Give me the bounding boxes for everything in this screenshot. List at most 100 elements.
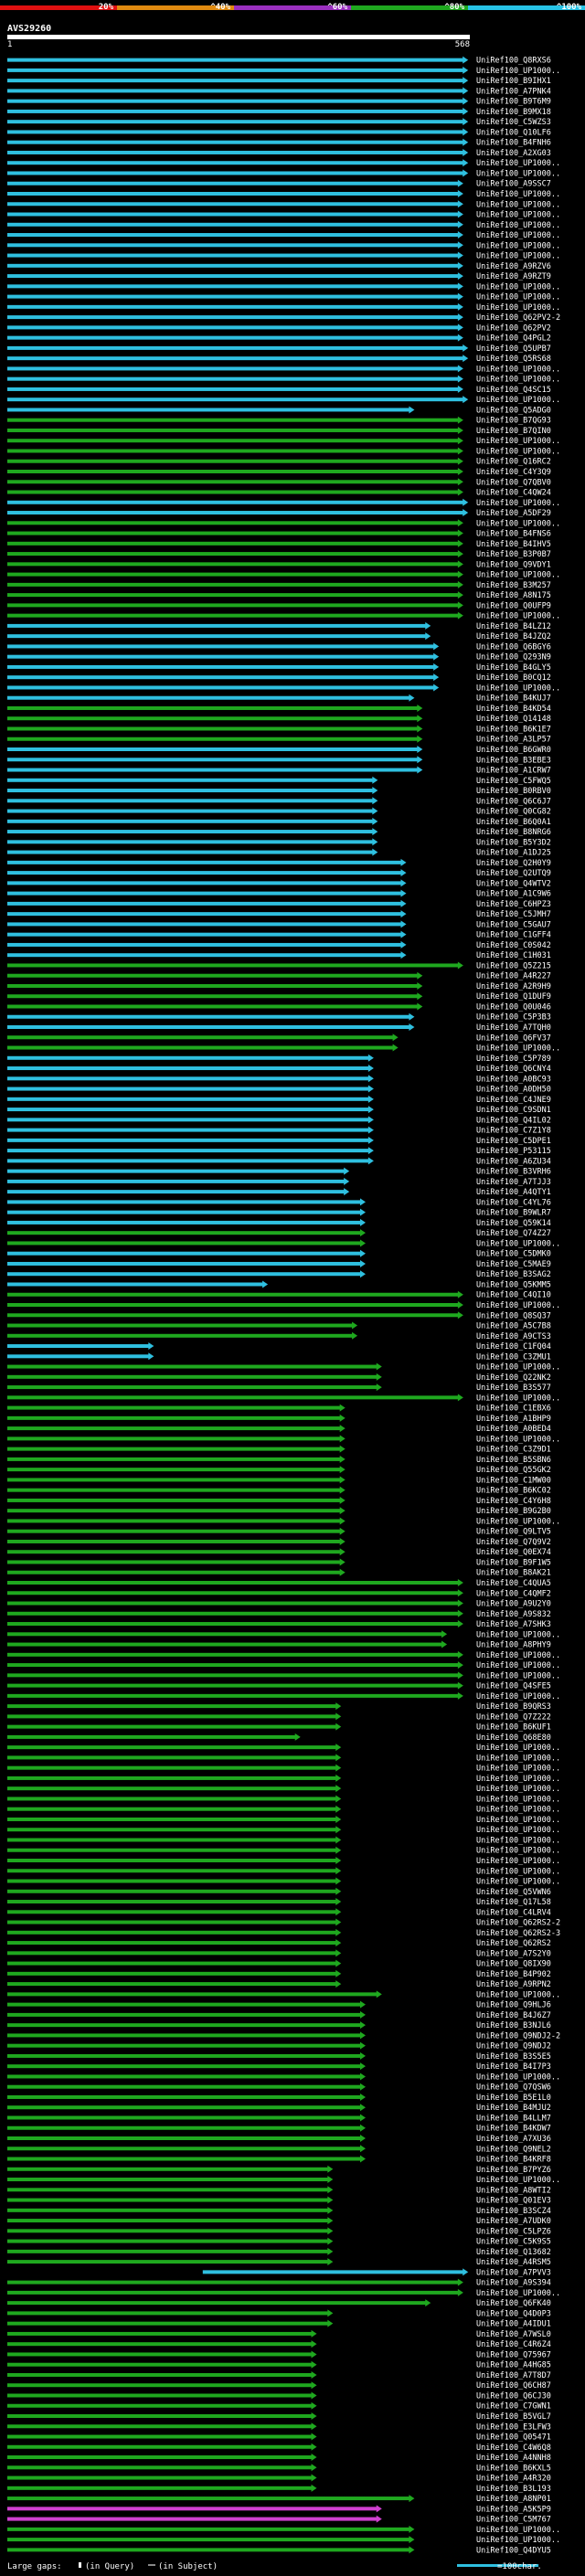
hit-bar[interactable] [7,2084,361,2089]
hit-label[interactable]: UniRef100_A9CTS3 [476,1332,551,1341]
hit-bar[interactable] [7,2249,329,2253]
hit-bar[interactable] [7,2434,313,2439]
hit-label[interactable]: UniRef100_B5VGL7 [476,2412,551,2422]
hit-row[interactable]: UniRef100_Q7Z222 [7,1712,551,1722]
hit-row[interactable]: UniRef100_Q62RS2-3 [7,1928,560,1938]
hit-row[interactable]: UniRef100_UP1000.. [7,1815,560,1825]
hit-label[interactable]: UniRef100_Q62RS2-2 [476,1919,560,1928]
hit-label[interactable]: UniRef100_UP1000.. [476,282,560,292]
hit-row[interactable]: UniRef100_A4RSM5 [7,2258,551,2267]
hit-row[interactable]: UniRef100_B4LLM7 [7,2114,551,2123]
hit-bar[interactable] [7,789,374,793]
hit-row[interactable]: UniRef100_C5P3B3 [7,1012,551,1023]
hit-label[interactable]: UniRef100_A4HG85 [476,2361,551,2370]
hit-bar[interactable] [7,1920,337,1924]
hit-row[interactable]: UniRef100_B3S5E5 [7,2051,551,2062]
hit-label[interactable]: UniRef100_Q0UFP9 [476,601,551,610]
hit-bar[interactable] [7,2403,313,2408]
hit-bar[interactable] [7,2444,313,2449]
hit-bar[interactable] [7,243,459,248]
hit-row[interactable]: UniRef100_A4R227 [7,971,551,981]
hit-label[interactable]: UniRef100_A5K5P9 [476,2505,551,2514]
hit-label[interactable]: UniRef100_B4KRF8 [476,2156,551,2165]
hit-label[interactable]: UniRef100_UP1000.. [476,1867,560,1876]
hit-bar[interactable] [7,1200,361,1204]
hit-row[interactable]: UniRef100_UP1000.. [7,1044,560,1054]
hit-label[interactable]: UniRef100_Q9NDJ2 [476,2042,551,2051]
hit-label[interactable]: UniRef100_UP1000.. [476,159,560,168]
hit-row[interactable]: UniRef100_B6GWR0 [7,746,551,755]
hit-label[interactable]: UniRef100_B4JZQ2 [476,632,551,641]
hit-bar[interactable] [7,768,419,772]
hit-row[interactable]: UniRef100_UP1000.. [7,375,560,385]
hit-bar[interactable] [7,1087,369,1091]
hit-row[interactable]: UniRef100_Q01EV3 [7,2196,551,2206]
hit-bar[interactable] [7,1025,410,1029]
hit-label[interactable]: UniRef100_B4I7P3 [476,2062,551,2072]
hit-label[interactable]: UniRef100_UP1000.. [476,303,560,313]
hit-bar[interactable] [7,1468,341,1472]
hit-label[interactable]: UniRef100_Q7Z222 [476,1712,551,1722]
hit-row[interactable]: UniRef100_Q5KMM5 [7,1280,551,1289]
hit-bar[interactable] [7,1859,337,1862]
hit-row[interactable]: UniRef100_Q6CJ30 [7,2391,551,2401]
hit-row[interactable]: UniRef100_UP1000.. [7,241,560,250]
hit-label[interactable]: UniRef100_E3LFW3 [476,2422,551,2432]
hit-label[interactable]: UniRef100_A4QTY1 [476,1188,551,1197]
hit-label[interactable]: UniRef100_B3SCZ4 [476,2207,551,2216]
hit-row[interactable]: UniRef100_C3ZMU1 [7,1352,551,1362]
hit-bar[interactable] [7,1632,443,1637]
hit-row[interactable]: UniRef100_C4QUA5 [7,1579,551,1588]
hit-bar[interactable] [7,2393,313,2398]
hit-row[interactable]: UniRef100_Q7QSW6 [7,2083,551,2093]
hit-bar[interactable] [7,1663,459,1668]
hit-label[interactable]: UniRef100_A9RPN2 [476,1980,551,1989]
hit-row[interactable]: UniRef100_C4R6Z4 [7,2340,551,2349]
hit-row[interactable]: UniRef100_UP1000.. [7,1435,560,1444]
hit-row[interactable]: UniRef100_A9SSC7 [7,179,551,189]
hit-label[interactable]: UniRef100_Q05471 [476,2433,551,2443]
hit-row[interactable]: UniRef100_Q8SQ37 [7,1311,551,1320]
hit-label[interactable]: UniRef100_A9S832 [476,1610,551,1619]
hit-label[interactable]: UniRef100_B9F1W5 [476,1558,551,1567]
hit-label[interactable]: UniRef100_UP1000.. [476,211,560,220]
hit-label[interactable]: UniRef100_UP1000.. [476,1744,560,1753]
hit-label[interactable]: UniRef100_A1BHP9 [476,1415,551,1424]
hit-bar[interactable] [7,2229,329,2233]
hit-bar[interactable] [7,932,402,937]
hit-bar[interactable] [7,449,459,453]
hit-row[interactable]: UniRef100_C4Y3Q9 [7,468,551,477]
hit-bar[interactable] [7,202,459,207]
hit-row[interactable]: UniRef100_Q6CNY4 [7,1065,551,1074]
hit-row[interactable]: UniRef100_A7UDK0 [7,2217,551,2226]
hit-row[interactable]: UniRef100_B3S577 [7,1383,551,1393]
hit-bar[interactable] [7,1169,346,1173]
hit-label[interactable]: UniRef100_UP1000.. [476,231,560,240]
hit-row[interactable]: UniRef100_B4MJU2 [7,2104,551,2113]
hit-label[interactable]: UniRef100_Q9VDY1 [476,560,551,569]
hit-bar[interactable] [7,418,459,422]
hit-bar[interactable] [7,1910,337,1914]
hit-row[interactable]: UniRef100_Q62RS2 [7,1939,551,1948]
hit-label[interactable]: UniRef100_Q74Z27 [476,1229,551,1238]
hit-label[interactable]: UniRef100_Q4D0P3 [476,2309,551,2318]
hit-label[interactable]: UniRef100_A6ZU34 [476,1157,551,1166]
hit-row[interactable]: UniRef100_UP1000.. [7,1785,560,1794]
hit-bar[interactable] [7,345,464,350]
hit-row[interactable]: UniRef100_UP1000.. [7,1826,560,1835]
hit-bar[interactable] [7,1797,337,1801]
hit-label[interactable]: UniRef100_A3LP57 [476,736,551,745]
hit-row[interactable]: UniRef100_C5JMH7 [7,910,551,919]
hit-bar[interactable] [7,1251,361,1256]
hit-row[interactable]: UniRef100_UP1000.. [7,1661,560,1670]
hit-row[interactable]: UniRef100_Q14148 [7,715,551,724]
hit-bar[interactable] [7,2033,361,2038]
hit-label[interactable]: UniRef100_UP1000.. [476,1806,560,1815]
hit-label[interactable]: UniRef100_Q2H0Y9 [476,859,551,868]
hit-bar[interactable] [7,1961,337,1966]
hit-bar[interactable] [7,983,419,988]
hit-bar[interactable] [7,233,459,238]
hit-label[interactable]: UniRef100_A7TJJ3 [476,1178,551,1187]
hit-label[interactable]: UniRef100_C5M767 [476,2516,551,2525]
hit-row[interactable]: UniRef100_B7PYZ6 [7,2165,551,2175]
